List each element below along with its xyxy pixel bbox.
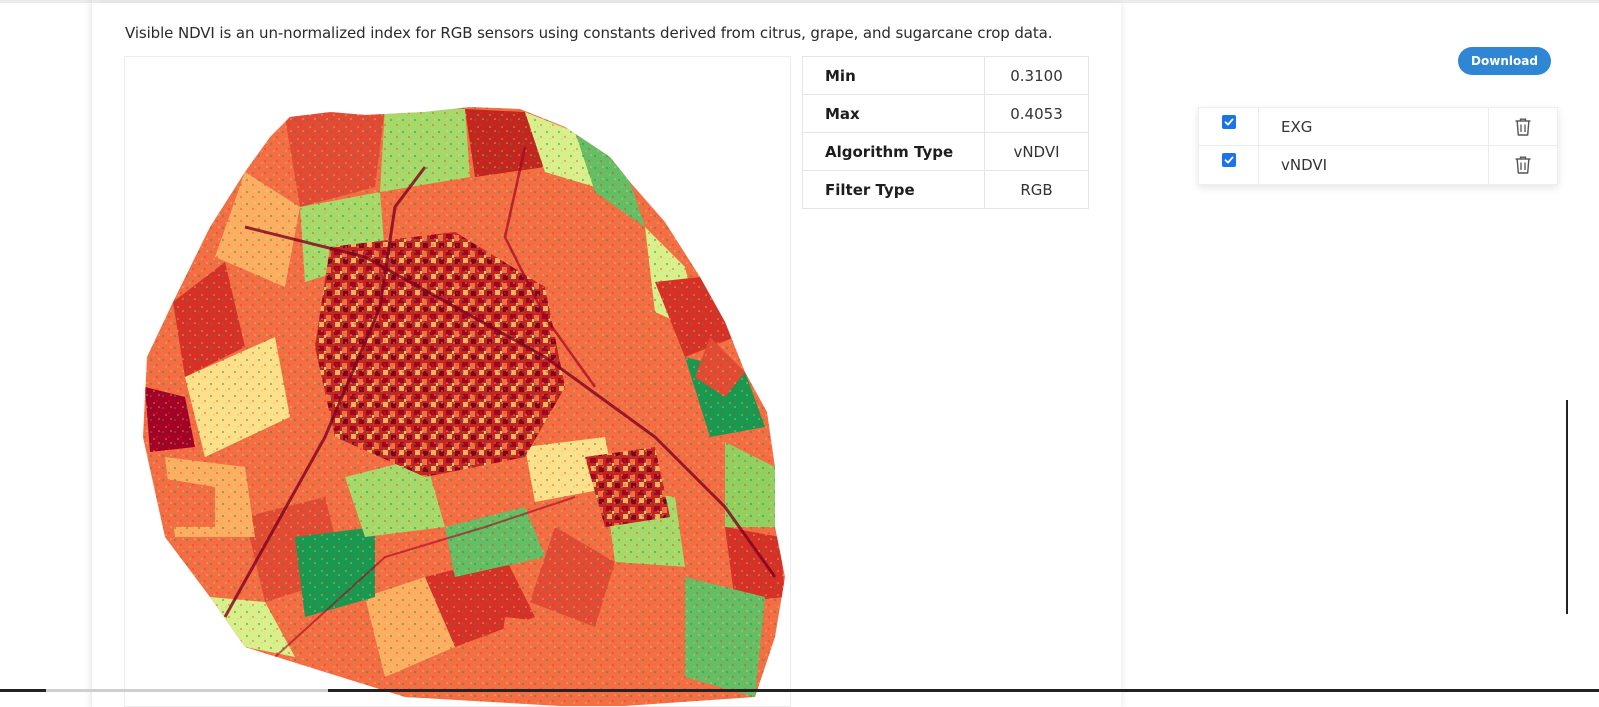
stats-row-max: Max 0.4053 bbox=[802, 94, 1089, 133]
top-divider bbox=[0, 0, 1599, 3]
layer-name: vNDVI bbox=[1259, 146, 1489, 184]
layer-list: EXG vNDVI bbox=[1198, 107, 1558, 185]
trash-icon bbox=[1515, 156, 1531, 174]
index-stats-table: Min 0.3100 Max 0.4053 Algorithm Type vND… bbox=[802, 56, 1089, 209]
bottom-divider bbox=[0, 689, 1599, 692]
index-description: Visible NDVI is an un-normalized index f… bbox=[125, 24, 1053, 42]
stats-label: Min bbox=[802, 56, 985, 95]
stats-label: Max bbox=[802, 94, 985, 133]
stats-value: vNDVI bbox=[984, 132, 1089, 171]
download-button[interactable]: Download bbox=[1458, 47, 1551, 75]
layer-checkbox-vndvi[interactable] bbox=[1221, 153, 1236, 167]
stats-row-min: Min 0.3100 bbox=[802, 56, 1089, 95]
layer-row: vNDVI bbox=[1199, 146, 1557, 184]
stats-value: 0.3100 bbox=[984, 56, 1089, 95]
stats-value: RGB bbox=[984, 170, 1089, 209]
ndvi-map-image bbox=[143, 107, 785, 706]
stats-label: Filter Type bbox=[802, 170, 985, 209]
stats-row-filter-type: Filter Type RGB bbox=[802, 170, 1089, 209]
trash-icon bbox=[1515, 118, 1531, 136]
ndvi-map-panel[interactable] bbox=[124, 56, 791, 707]
delete-layer-button[interactable] bbox=[1489, 146, 1557, 184]
layer-checkbox-cell bbox=[1199, 146, 1259, 184]
layer-name: EXG bbox=[1259, 108, 1489, 145]
horizontal-scrollbar-thumb[interactable] bbox=[46, 689, 328, 692]
checkmark-icon bbox=[1224, 156, 1233, 164]
stats-row-algorithm-type: Algorithm Type vNDVI bbox=[802, 132, 1089, 171]
delete-layer-button[interactable] bbox=[1489, 108, 1557, 145]
layer-checkbox-exg[interactable] bbox=[1221, 114, 1236, 129]
card-shadow bbox=[84, 0, 92, 707]
checkmark-icon bbox=[1224, 118, 1233, 125]
layer-checkbox-cell bbox=[1199, 108, 1259, 145]
stats-label: Algorithm Type bbox=[802, 132, 985, 171]
layer-row: EXG bbox=[1199, 108, 1557, 146]
scrollbar-edge[interactable] bbox=[1566, 400, 1568, 614]
stats-value: 0.4053 bbox=[984, 94, 1089, 133]
